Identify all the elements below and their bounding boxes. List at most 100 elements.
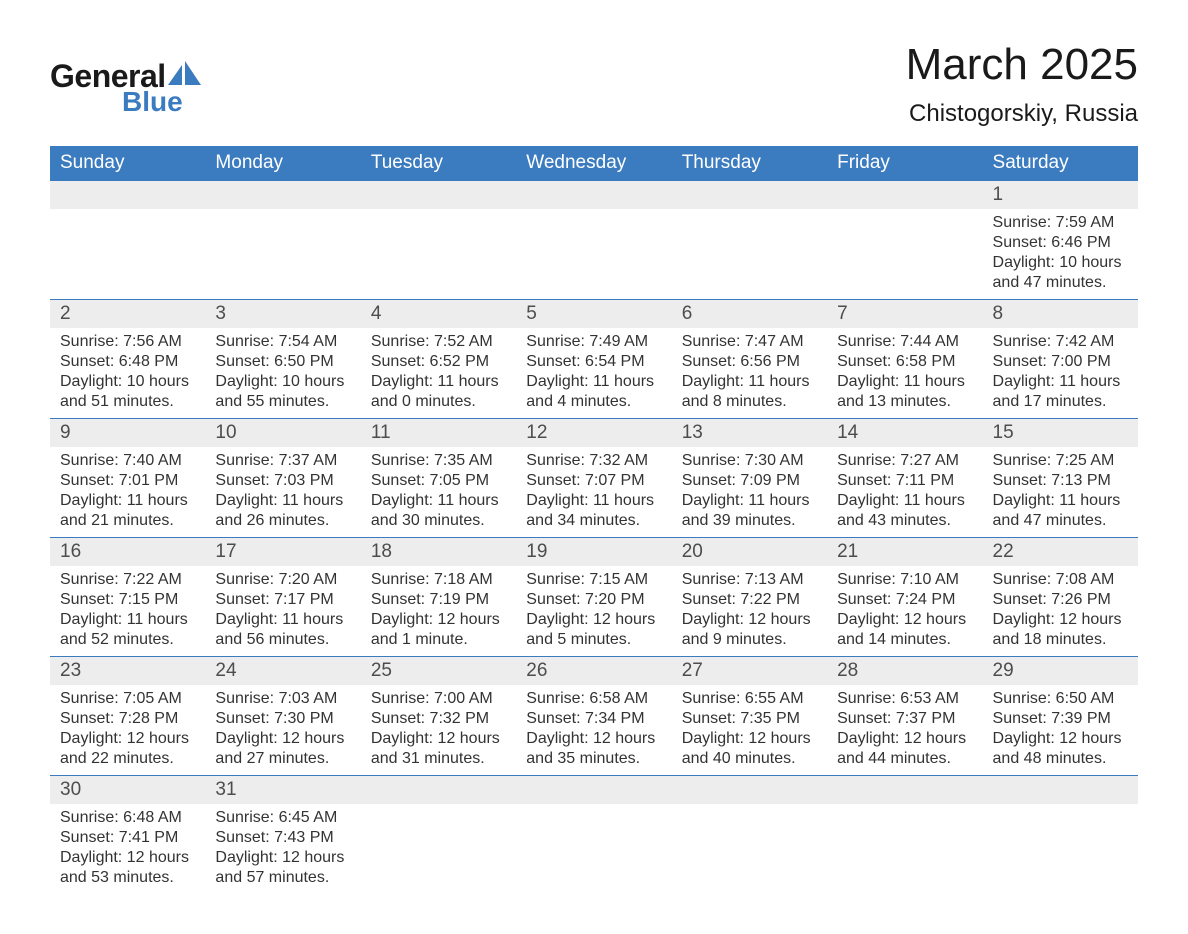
calendar-day-cell: 24Sunrise: 7:03 AMSunset: 7:30 PMDayligh…	[205, 657, 360, 776]
day-details: Sunrise: 7:40 AMSunset: 7:01 PMDaylight:…	[50, 447, 205, 537]
day-details: Sunrise: 7:44 AMSunset: 6:58 PMDaylight:…	[827, 328, 982, 418]
day-number	[983, 776, 1138, 804]
day-number: 29	[983, 657, 1138, 685]
page-header: General Blue March 2025 Chistogorskiy, R…	[50, 40, 1138, 128]
calendar-week-row: 16Sunrise: 7:22 AMSunset: 7:15 PMDayligh…	[50, 538, 1138, 657]
calendar-week-row: 1Sunrise: 7:59 AMSunset: 6:46 PMDaylight…	[50, 181, 1138, 300]
calendar-day-cell: 22Sunrise: 7:08 AMSunset: 7:26 PMDayligh…	[983, 538, 1138, 657]
day-details: Sunrise: 6:58 AMSunset: 7:34 PMDaylight:…	[516, 685, 671, 775]
day-number: 28	[827, 657, 982, 685]
day-details: Sunrise: 7:54 AMSunset: 6:50 PMDaylight:…	[205, 328, 360, 418]
calendar-day-cell	[361, 181, 516, 300]
weekday-header: Wednesday	[516, 146, 671, 181]
weekday-header: Monday	[205, 146, 360, 181]
day-number	[672, 776, 827, 804]
calendar-day-cell: 3Sunrise: 7:54 AMSunset: 6:50 PMDaylight…	[205, 300, 360, 419]
calendar-week-row: 23Sunrise: 7:05 AMSunset: 7:28 PMDayligh…	[50, 657, 1138, 776]
day-details: Sunrise: 7:13 AMSunset: 7:22 PMDaylight:…	[672, 566, 827, 656]
calendar-week-row: 9Sunrise: 7:40 AMSunset: 7:01 PMDaylight…	[50, 419, 1138, 538]
day-number: 3	[205, 300, 360, 328]
calendar-day-cell	[672, 181, 827, 300]
day-number: 4	[361, 300, 516, 328]
calendar-day-cell: 30Sunrise: 6:48 AMSunset: 7:41 PMDayligh…	[50, 776, 205, 895]
day-details: Sunrise: 7:18 AMSunset: 7:19 PMDaylight:…	[361, 566, 516, 656]
calendar-day-cell: 20Sunrise: 7:13 AMSunset: 7:22 PMDayligh…	[672, 538, 827, 657]
calendar-day-cell: 31Sunrise: 6:45 AMSunset: 7:43 PMDayligh…	[205, 776, 360, 895]
weekday-header: Saturday	[983, 146, 1138, 181]
calendar-day-cell	[983, 776, 1138, 895]
calendar-day-cell: 13Sunrise: 7:30 AMSunset: 7:09 PMDayligh…	[672, 419, 827, 538]
day-number	[361, 776, 516, 804]
calendar-day-cell	[516, 776, 671, 895]
calendar-day-cell: 8Sunrise: 7:42 AMSunset: 7:00 PMDaylight…	[983, 300, 1138, 419]
calendar-day-cell: 26Sunrise: 6:58 AMSunset: 7:34 PMDayligh…	[516, 657, 671, 776]
day-number	[516, 181, 671, 209]
calendar-day-cell: 19Sunrise: 7:15 AMSunset: 7:20 PMDayligh…	[516, 538, 671, 657]
calendar-day-cell: 16Sunrise: 7:22 AMSunset: 7:15 PMDayligh…	[50, 538, 205, 657]
brand-name-part2: Blue	[122, 86, 183, 118]
day-number: 24	[205, 657, 360, 685]
calendar-week-row: 2Sunrise: 7:56 AMSunset: 6:48 PMDaylight…	[50, 300, 1138, 419]
day-number: 25	[361, 657, 516, 685]
day-details: Sunrise: 7:20 AMSunset: 7:17 PMDaylight:…	[205, 566, 360, 656]
day-details: Sunrise: 7:25 AMSunset: 7:13 PMDaylight:…	[983, 447, 1138, 537]
calendar-day-cell	[205, 181, 360, 300]
day-details: Sunrise: 7:22 AMSunset: 7:15 PMDaylight:…	[50, 566, 205, 656]
day-details: Sunrise: 7:27 AMSunset: 7:11 PMDaylight:…	[827, 447, 982, 537]
calendar-day-cell: 9Sunrise: 7:40 AMSunset: 7:01 PMDaylight…	[50, 419, 205, 538]
calendar-day-cell: 4Sunrise: 7:52 AMSunset: 6:52 PMDaylight…	[361, 300, 516, 419]
day-number: 2	[50, 300, 205, 328]
day-details: Sunrise: 7:00 AMSunset: 7:32 PMDaylight:…	[361, 685, 516, 775]
calendar-day-cell: 29Sunrise: 6:50 AMSunset: 7:39 PMDayligh…	[983, 657, 1138, 776]
day-number: 22	[983, 538, 1138, 566]
calendar-day-cell	[827, 776, 982, 895]
day-number: 15	[983, 419, 1138, 447]
day-number: 9	[50, 419, 205, 447]
day-details: Sunrise: 7:47 AMSunset: 6:56 PMDaylight:…	[672, 328, 827, 418]
day-details: Sunrise: 6:48 AMSunset: 7:41 PMDaylight:…	[50, 804, 205, 894]
day-number: 18	[361, 538, 516, 566]
weekday-header: Thursday	[672, 146, 827, 181]
calendar-day-cell: 21Sunrise: 7:10 AMSunset: 7:24 PMDayligh…	[827, 538, 982, 657]
day-details	[827, 804, 982, 874]
day-number: 10	[205, 419, 360, 447]
day-details	[827, 209, 982, 279]
day-details: Sunrise: 7:42 AMSunset: 7:00 PMDaylight:…	[983, 328, 1138, 418]
day-details: Sunrise: 6:55 AMSunset: 7:35 PMDaylight:…	[672, 685, 827, 775]
day-number: 7	[827, 300, 982, 328]
brand-logo: General Blue	[50, 60, 202, 118]
calendar-day-cell	[361, 776, 516, 895]
calendar-day-cell: 25Sunrise: 7:00 AMSunset: 7:32 PMDayligh…	[361, 657, 516, 776]
day-details: Sunrise: 7:52 AMSunset: 6:52 PMDaylight:…	[361, 328, 516, 418]
day-details: Sunrise: 6:53 AMSunset: 7:37 PMDaylight:…	[827, 685, 982, 775]
day-details: Sunrise: 6:50 AMSunset: 7:39 PMDaylight:…	[983, 685, 1138, 775]
day-details	[516, 209, 671, 279]
day-number: 27	[672, 657, 827, 685]
day-details: Sunrise: 7:32 AMSunset: 7:07 PMDaylight:…	[516, 447, 671, 537]
weekday-header: Tuesday	[361, 146, 516, 181]
calendar-day-cell: 14Sunrise: 7:27 AMSunset: 7:11 PMDayligh…	[827, 419, 982, 538]
weekday-header-row: Sunday Monday Tuesday Wednesday Thursday…	[50, 146, 1138, 181]
calendar-day-cell	[516, 181, 671, 300]
day-number: 8	[983, 300, 1138, 328]
calendar-day-cell: 18Sunrise: 7:18 AMSunset: 7:19 PMDayligh…	[361, 538, 516, 657]
day-details: Sunrise: 7:56 AMSunset: 6:48 PMDaylight:…	[50, 328, 205, 418]
calendar-day-cell: 7Sunrise: 7:44 AMSunset: 6:58 PMDaylight…	[827, 300, 982, 419]
day-details: Sunrise: 7:08 AMSunset: 7:26 PMDaylight:…	[983, 566, 1138, 656]
day-details: Sunrise: 7:49 AMSunset: 6:54 PMDaylight:…	[516, 328, 671, 418]
day-number: 21	[827, 538, 982, 566]
day-details	[50, 209, 205, 279]
title-block: March 2025 Chistogorskiy, Russia	[906, 40, 1138, 128]
day-details: Sunrise: 6:45 AMSunset: 7:43 PMDaylight:…	[205, 804, 360, 894]
day-number: 11	[361, 419, 516, 447]
month-year-title: March 2025	[906, 40, 1138, 90]
calendar-day-cell: 23Sunrise: 7:05 AMSunset: 7:28 PMDayligh…	[50, 657, 205, 776]
day-number: 17	[205, 538, 360, 566]
day-details: Sunrise: 7:59 AMSunset: 6:46 PMDaylight:…	[983, 209, 1138, 299]
day-details	[516, 804, 671, 874]
day-number: 1	[983, 181, 1138, 209]
day-number	[827, 181, 982, 209]
weekday-header: Sunday	[50, 146, 205, 181]
day-number	[827, 776, 982, 804]
day-number: 23	[50, 657, 205, 685]
